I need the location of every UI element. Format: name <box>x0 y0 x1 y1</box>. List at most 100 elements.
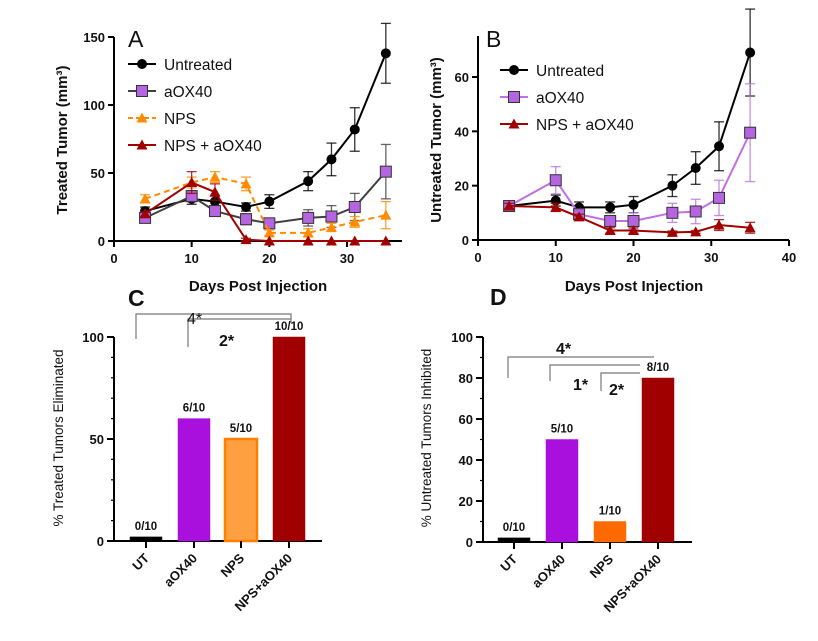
c-sig-label-4: 4* <box>187 311 202 328</box>
d-y-tick-label: 80 <box>459 371 473 386</box>
data-point <box>209 186 221 197</box>
data-point <box>605 202 616 213</box>
panel-label-a: A <box>128 26 144 52</box>
panel-label-c: C <box>128 285 145 311</box>
data-point <box>326 154 337 165</box>
legend-label: Untreated <box>164 57 232 74</box>
a-y-tick-label: 150 <box>83 30 105 45</box>
b-x-tick-label: 10 <box>549 250 563 265</box>
data-point <box>240 234 252 245</box>
d-y-tick-label: 0 <box>466 535 473 550</box>
data-point <box>302 227 314 238</box>
data-point <box>263 227 275 238</box>
b-x-tick-label: 40 <box>782 250 796 265</box>
legend-label: aOX40 <box>536 90 585 107</box>
data-point <box>380 209 392 220</box>
data-point <box>690 226 702 237</box>
b-y-tick-label: 60 <box>455 70 469 85</box>
data-point <box>303 176 314 187</box>
data-label: 5/10 <box>230 423 252 435</box>
data-label: 0/10 <box>503 522 525 534</box>
a-x-tick-label: 30 <box>340 251 354 266</box>
data-point <box>241 202 252 212</box>
data-label: 5/10 <box>551 424 573 436</box>
data-point <box>604 224 616 235</box>
legend-label: NPS + aOX40 <box>536 117 634 134</box>
data-point <box>604 214 617 227</box>
data-point <box>628 199 639 210</box>
b-y-tick-label: 40 <box>455 124 469 139</box>
a-x-tick-label: 20 <box>262 251 276 266</box>
b-y-tick-label: 20 <box>455 179 469 194</box>
d-sig-label-4: 4* <box>556 341 572 358</box>
data-point <box>503 200 515 211</box>
data-point <box>627 214 640 227</box>
data-point <box>349 235 361 246</box>
legend-marker <box>508 118 520 129</box>
data-point <box>240 213 253 226</box>
data-point <box>667 180 678 191</box>
c-y-tick-label: 50 <box>90 432 104 447</box>
data-point <box>325 210 338 223</box>
legend-marker <box>136 139 148 150</box>
d-y-tick-label: 20 <box>459 494 473 509</box>
data-point <box>209 171 221 182</box>
d-bar-nps-aox40 <box>641 377 675 543</box>
data-point <box>744 222 756 233</box>
d-sig-label-2: 2* <box>609 382 625 399</box>
b-x-tick-label: 0 <box>474 250 481 265</box>
c-bar-nps <box>223 437 259 543</box>
a-y-tick-label: 0 <box>98 234 105 249</box>
legend-label: NPS <box>164 111 196 128</box>
d-y-tick-label: 40 <box>459 453 473 468</box>
data-point <box>573 211 585 222</box>
legend-label: NPS + aOX40 <box>164 138 262 155</box>
b-x-tick-label: 20 <box>626 250 640 265</box>
data-label: 6/10 <box>183 403 205 415</box>
c-significance-brackets <box>135 313 292 347</box>
data-point <box>713 219 725 230</box>
data-point <box>550 201 562 212</box>
d-significance-brackets <box>507 356 654 391</box>
legend-marker <box>136 85 148 97</box>
a-y-axis-label: Treated Tumor (mm³) <box>54 66 71 215</box>
data-point <box>689 205 702 218</box>
b-line-plot: 0 10 20 30 40 0 20 40 60 Untreated aOX40 NPS + aOX4… <box>455 8 796 265</box>
a-y-tick-label: 100 <box>83 98 105 113</box>
d-bar-aox40 <box>545 439 579 543</box>
data-point <box>666 206 679 219</box>
data-point <box>263 235 275 246</box>
a-series-nps-aox40: NPS + aOX40 <box>128 138 392 246</box>
data-point <box>263 217 276 230</box>
b-y-tick-label: 0 <box>462 233 469 248</box>
data-point <box>380 48 391 59</box>
c-y-tick-label: 0 <box>97 534 104 549</box>
d-bar-nps <box>593 521 627 543</box>
data-point <box>240 178 252 189</box>
data-point <box>139 208 151 219</box>
data-point <box>713 191 726 204</box>
b-x-axis-label: Days Post Injection <box>565 278 703 295</box>
data-point <box>348 201 361 213</box>
data-point <box>302 211 315 224</box>
data-point <box>325 235 337 246</box>
panel-label-d: D <box>490 284 507 310</box>
data-point <box>208 205 221 218</box>
data-point <box>325 221 337 232</box>
data-label: 10/10 <box>275 321 304 333</box>
d-bar-plot: 0204060801000/10UT5/10aOX401/10NPS8/10NP… <box>451 330 692 615</box>
data-label: 8/10 <box>647 362 669 374</box>
data-point <box>744 126 757 139</box>
d-sig-label-1: 1* <box>573 377 589 394</box>
data-point <box>349 216 361 227</box>
a-y-tick-label: 50 <box>91 166 105 181</box>
data-point <box>139 193 151 204</box>
b-y-axis-label: Untreated Tumor (mm³) <box>428 57 445 223</box>
c-y-tick-label: 100 <box>82 330 104 345</box>
a-x-axis-label: Days Post Injection <box>189 278 327 295</box>
data-point <box>302 235 314 246</box>
data-point <box>666 226 678 237</box>
data-point <box>186 177 198 188</box>
legend-marker <box>509 65 519 75</box>
